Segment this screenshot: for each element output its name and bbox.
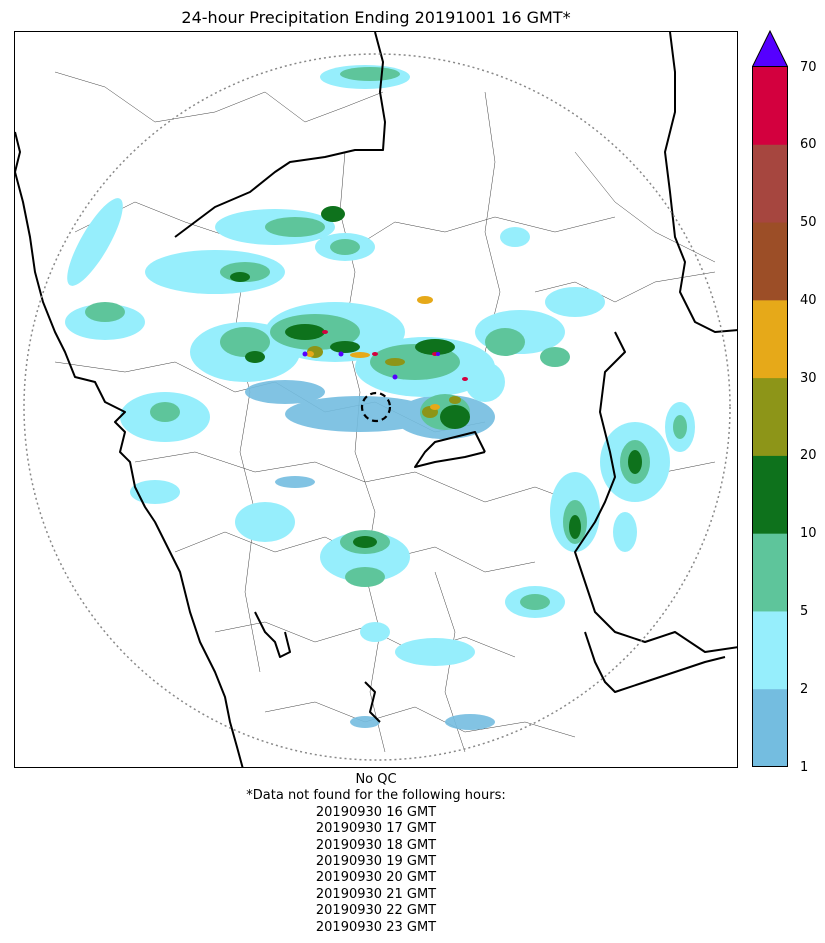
colorbar-segment xyxy=(752,222,788,301)
colorbar-tick-label: 70 xyxy=(800,59,817,75)
qc-status: No QC xyxy=(355,772,397,787)
missing-hour: 20190930 20 GMT xyxy=(315,870,437,886)
colorbar-tick-label: 2 xyxy=(800,681,809,697)
colorbar-tick-label: 60 xyxy=(800,137,817,153)
radar-map xyxy=(14,31,738,768)
colorbar-extend-triangle xyxy=(752,30,788,67)
radar-site-marker xyxy=(360,391,392,423)
colorbar-segment xyxy=(752,688,788,767)
colorbar-tick-label: 30 xyxy=(800,370,817,386)
colorbar-tick-label: 50 xyxy=(800,215,817,231)
colorbar-tick-label: 5 xyxy=(800,603,809,619)
missing-hour: 20190930 17 GMT xyxy=(315,821,437,837)
missing-hour: 20190930 23 GMT xyxy=(315,919,437,935)
colorbar-segment xyxy=(752,610,788,690)
precipitation-colorbar xyxy=(752,30,788,767)
missing-data-header: *Data not found for the following hours: xyxy=(246,788,506,804)
colorbar-tick-label: 10 xyxy=(800,526,817,542)
precipitation-field xyxy=(65,65,695,730)
missing-hour: 20190930 22 GMT xyxy=(315,903,437,919)
missing-hour: 20190930 16 GMT xyxy=(315,804,437,820)
colorbar-segment xyxy=(752,377,788,456)
colorbar-segment xyxy=(752,455,788,534)
colorbar-tick-label: 40 xyxy=(800,292,817,308)
colorbar-segment xyxy=(752,144,788,223)
coastline-and-state-borders xyxy=(15,32,737,767)
radar-range-ring xyxy=(23,53,731,761)
map-title: 24-hour Precipitation Ending 20191001 16… xyxy=(181,8,571,27)
colorbar-tick-label: 1 xyxy=(800,759,809,775)
colorbar-tick-label: 20 xyxy=(800,448,817,464)
missing-hour: 20190930 19 GMT xyxy=(315,854,437,870)
colorbar-segment xyxy=(752,299,788,379)
colorbar-segment xyxy=(752,533,788,612)
colorbar-segment xyxy=(752,66,788,145)
missing-hour: 20190930 18 GMT xyxy=(315,837,437,853)
map-canvas xyxy=(15,32,737,767)
missing-hour: 20190930 21 GMT xyxy=(315,886,437,902)
notes-block: No QC *Data not found for the following … xyxy=(14,772,738,936)
